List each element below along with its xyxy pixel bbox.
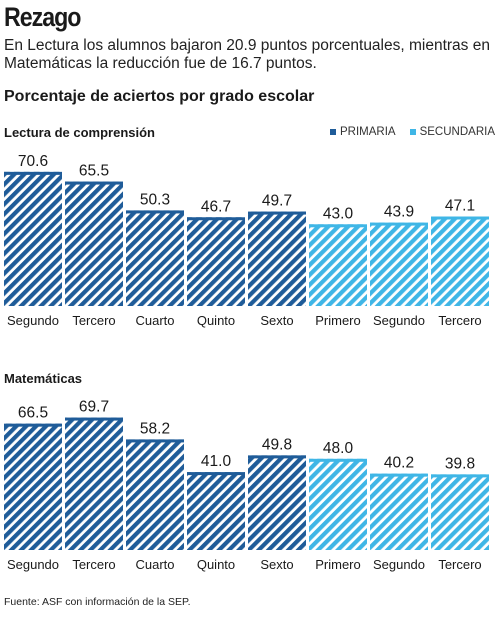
- legend: PRIMARIA SECUNDARIA: [330, 126, 495, 138]
- category-label-tercero-primaria: Tercero: [72, 557, 115, 572]
- bar-tercero-primaria: [65, 181, 123, 306]
- bar-cap-segundo-secundaria: [370, 473, 428, 477]
- bar-segundo-secundaria: [370, 473, 428, 550]
- legend-swatch-secundaria: [409, 129, 416, 135]
- chart-headline: Rezago: [4, 2, 81, 32]
- bar-cap-tercero-primaria: [65, 417, 123, 421]
- category-label-sexto-primaria: Sexto: [260, 313, 293, 328]
- category-label-segundo-primaria: Segundo: [7, 313, 59, 328]
- value-label-segundo-secundaria: 40.2: [384, 455, 414, 472]
- panel-title-lectura: Lectura de comprensión: [4, 125, 155, 140]
- bar-cuarto-primaria: [126, 210, 184, 306]
- value-label-quinto-primaria: 46.7: [201, 198, 231, 215]
- bar-cap-cuarto-primaria: [126, 210, 184, 214]
- panel-title-matematicas: Matemáticas: [4, 371, 83, 386]
- legend-item-secundaria: SECUNDARIA: [409, 126, 495, 138]
- value-label-tercero-primaria: 69.7: [79, 399, 109, 416]
- bar-cap-tercero-secundaria: [431, 216, 489, 220]
- bar-tercero-primaria: [65, 417, 123, 550]
- value-label-segundo-secundaria: 43.9: [384, 204, 414, 221]
- value-label-tercero-primaria: 65.5: [79, 163, 109, 180]
- bar-cap-quinto-primaria: [187, 472, 245, 476]
- bar-sexto-primaria: [248, 211, 306, 306]
- source-note: Fuente: ASF con información de la SEP.: [4, 596, 191, 608]
- bar-cap-primero-secundaria: [309, 224, 367, 228]
- category-label-quinto-primaria: Quinto: [197, 313, 235, 328]
- bar-primero-secundaria: [309, 458, 367, 550]
- category-label-primero-secundaria: Primero: [315, 313, 361, 328]
- category-label-cuarto-primaria: Cuarto: [135, 313, 174, 328]
- bar-segundo-primaria: [4, 423, 62, 550]
- category-label-sexto-primaria: Sexto: [260, 557, 293, 572]
- bar-quinto-primaria: [187, 472, 245, 550]
- value-label-sexto-primaria: 49.7: [262, 193, 292, 210]
- category-label-tercero-primaria: Tercero: [72, 313, 115, 328]
- bar-quinto-primaria: [187, 217, 245, 306]
- category-label-segundo-secundaria: Segundo: [373, 313, 425, 328]
- bar-sexto-primaria: [248, 455, 306, 550]
- value-label-segundo-primaria: 66.5: [18, 405, 48, 422]
- bar-tercero-secundaria: [431, 474, 489, 550]
- value-label-sexto-primaria: 49.8: [262, 436, 292, 453]
- category-label-primero-secundaria: Primero: [315, 557, 361, 572]
- bar-cap-tercero-primaria: [65, 181, 123, 185]
- chart-matematicas: 66.5 Segundo 69.7 Tercero 58.2 Cuarto 41.0 Quin…: [4, 399, 489, 572]
- value-label-cuarto-primaria: 58.2: [140, 420, 170, 437]
- category-label-segundo-primaria: Segundo: [7, 557, 59, 572]
- bar-cap-primero-secundaria: [309, 458, 367, 462]
- category-label-tercero-secundaria: Tercero: [438, 313, 481, 328]
- bar-cap-tercero-secundaria: [431, 474, 489, 478]
- value-label-primero-secundaria: 43.0: [323, 205, 354, 222]
- category-label-segundo-secundaria: Segundo: [373, 557, 425, 572]
- category-label-tercero-secundaria: Tercero: [438, 557, 481, 572]
- legend-swatch-primaria: [330, 129, 336, 135]
- bar-cap-sexto-primaria: [248, 455, 306, 459]
- value-label-quinto-primaria: 41.0: [201, 453, 232, 470]
- bar-tercero-secundaria: [431, 216, 489, 306]
- legend-label-secundaria: SECUNDARIA: [419, 126, 495, 138]
- bar-segundo-secundaria: [370, 222, 428, 306]
- bar-cap-segundo-primaria: [4, 171, 62, 175]
- value-label-cuarto-primaria: 50.3: [140, 191, 170, 208]
- chart-lectura: 70.6 Segundo 65.5 Tercero 50.3 Cuarto 46.7 Quin…: [4, 153, 489, 328]
- bar-primero-secundaria: [309, 224, 367, 306]
- bar-cuarto-primaria: [126, 439, 184, 550]
- chart-subtitle: En Lectura los alumnos bajaron 20.9 punt…: [4, 37, 490, 72]
- bar-cap-quinto-primaria: [187, 217, 245, 221]
- category-label-cuarto-primaria: Cuarto: [135, 557, 174, 572]
- bar-segundo-primaria: [4, 171, 62, 306]
- value-label-tercero-secundaria: 47.1: [445, 198, 475, 215]
- bar-cap-cuarto-primaria: [126, 439, 184, 443]
- value-label-primero-secundaria: 48.0: [323, 440, 354, 457]
- legend-item-primaria: PRIMARIA: [330, 126, 396, 138]
- bar-cap-sexto-primaria: [248, 211, 306, 215]
- section-title: Porcentaje de aciertos por grado escolar: [4, 88, 315, 105]
- legend-label-primaria: PRIMARIA: [340, 126, 396, 138]
- category-label-quinto-primaria: Quinto: [197, 557, 235, 572]
- bar-cap-segundo-secundaria: [370, 222, 428, 226]
- bar-cap-segundo-primaria: [4, 423, 62, 427]
- value-label-segundo-primaria: 70.6: [18, 153, 48, 170]
- value-label-tercero-secundaria: 39.8: [445, 455, 475, 472]
